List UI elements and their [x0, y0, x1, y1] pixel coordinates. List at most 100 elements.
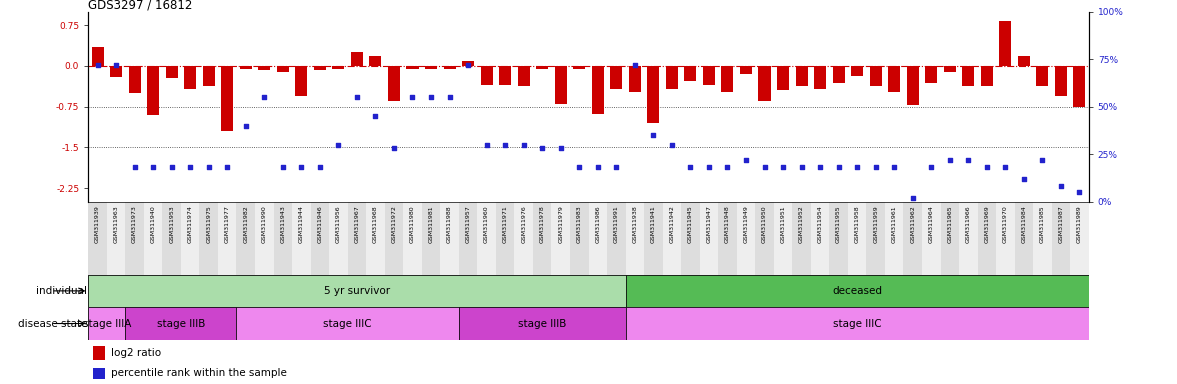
- Bar: [684, 66, 697, 81]
- Point: [292, 164, 311, 170]
- Point: [588, 164, 607, 170]
- Text: GSM311952: GSM311952: [799, 205, 804, 243]
- Bar: [625, 275, 1089, 307]
- Bar: [1018, 56, 1030, 66]
- Point: [773, 164, 792, 170]
- Bar: [1052, 202, 1070, 275]
- Text: GSM311946: GSM311946: [318, 205, 322, 243]
- Point: [88, 62, 107, 68]
- Text: GSM311945: GSM311945: [687, 205, 693, 243]
- Text: GSM311970: GSM311970: [1003, 205, 1008, 243]
- Bar: [629, 66, 640, 92]
- Bar: [366, 202, 385, 275]
- Point: [1070, 189, 1089, 195]
- Bar: [792, 202, 811, 275]
- Bar: [830, 202, 847, 275]
- Text: GSM311973: GSM311973: [132, 205, 137, 243]
- Bar: [404, 202, 421, 275]
- Point: [625, 62, 644, 68]
- Bar: [681, 202, 699, 275]
- Point: [107, 62, 126, 68]
- Text: GSM311978: GSM311978: [540, 205, 545, 243]
- Text: GSM311972: GSM311972: [392, 205, 397, 243]
- Bar: [796, 66, 807, 86]
- Bar: [832, 66, 845, 83]
- Text: GSM311957: GSM311957: [466, 205, 471, 243]
- Bar: [218, 202, 237, 275]
- Bar: [440, 202, 459, 275]
- Text: 5 yr survivor: 5 yr survivor: [324, 286, 390, 296]
- Bar: [237, 202, 255, 275]
- Point: [977, 164, 996, 170]
- Text: GDS3297 / 16812: GDS3297 / 16812: [88, 0, 193, 12]
- Point: [792, 164, 811, 170]
- Bar: [1070, 202, 1089, 275]
- Text: GSM311982: GSM311982: [244, 205, 248, 243]
- Bar: [978, 202, 996, 275]
- Bar: [610, 66, 623, 89]
- Text: GSM311942: GSM311942: [670, 205, 674, 243]
- Bar: [1033, 202, 1052, 275]
- Text: GSM311991: GSM311991: [613, 205, 619, 243]
- Point: [237, 122, 255, 129]
- Bar: [906, 66, 919, 105]
- Point: [903, 195, 922, 201]
- Bar: [537, 66, 548, 68]
- Point: [514, 142, 533, 148]
- Bar: [963, 66, 975, 86]
- Text: GSM311969: GSM311969: [984, 205, 990, 243]
- Bar: [240, 66, 252, 68]
- Point: [756, 164, 774, 170]
- Text: stage IIIB: stage IIIB: [518, 318, 566, 329]
- Bar: [588, 202, 607, 275]
- Text: GSM311949: GSM311949: [744, 205, 749, 243]
- Point: [255, 94, 274, 100]
- Bar: [996, 202, 1015, 275]
- Bar: [93, 346, 105, 360]
- Point: [663, 142, 681, 148]
- Text: log2 ratio: log2 ratio: [112, 348, 161, 358]
- Text: GSM311956: GSM311956: [335, 205, 341, 243]
- Bar: [202, 66, 214, 86]
- Bar: [184, 66, 197, 89]
- Bar: [773, 202, 792, 275]
- Bar: [666, 66, 678, 89]
- Point: [922, 164, 940, 170]
- Bar: [925, 66, 937, 83]
- Bar: [592, 66, 604, 114]
- Bar: [1055, 66, 1068, 96]
- Bar: [866, 202, 885, 275]
- Bar: [573, 66, 585, 68]
- Point: [403, 94, 421, 100]
- Bar: [980, 66, 993, 86]
- Text: GSM311959: GSM311959: [873, 205, 878, 243]
- Bar: [533, 202, 552, 275]
- Bar: [88, 202, 107, 275]
- Point: [681, 164, 700, 170]
- Point: [940, 157, 959, 163]
- Bar: [740, 66, 752, 74]
- Text: GSM311965: GSM311965: [947, 205, 952, 243]
- Text: GSM311938: GSM311938: [632, 205, 637, 243]
- Bar: [663, 202, 681, 275]
- Bar: [388, 66, 400, 101]
- Bar: [311, 202, 330, 275]
- Bar: [125, 202, 144, 275]
- Point: [273, 164, 292, 170]
- Text: GSM311971: GSM311971: [503, 205, 507, 243]
- Bar: [625, 307, 1089, 340]
- Point: [718, 164, 737, 170]
- Text: GSM311962: GSM311962: [910, 205, 916, 243]
- Bar: [88, 307, 125, 340]
- Text: GSM311939: GSM311939: [95, 205, 100, 243]
- Point: [570, 164, 588, 170]
- Point: [347, 94, 366, 100]
- Point: [199, 164, 218, 170]
- Bar: [347, 202, 366, 275]
- Bar: [314, 66, 326, 70]
- Bar: [199, 202, 218, 275]
- Bar: [147, 66, 159, 115]
- Text: GSM311987: GSM311987: [1058, 205, 1064, 243]
- Bar: [570, 202, 588, 275]
- Text: GSM311966: GSM311966: [966, 205, 971, 243]
